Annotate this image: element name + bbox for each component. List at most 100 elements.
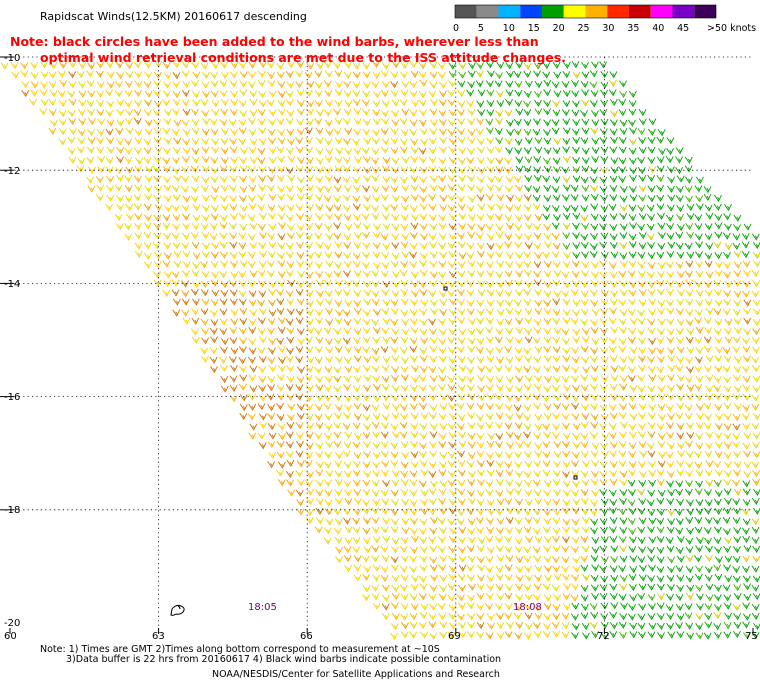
- wind-barb: [724, 471, 731, 477]
- wind-barb: [723, 394, 730, 400]
- wind-barb: [221, 290, 228, 296]
- wind-barb: [286, 270, 293, 276]
- wind-barb: [183, 81, 190, 87]
- wind-barb: [240, 395, 247, 401]
- wind-barb: [296, 441, 303, 447]
- wind-barb: [496, 158, 503, 164]
- wind-barb: [448, 205, 455, 211]
- wind-barb: [705, 451, 712, 457]
- wind-barb: [533, 186, 540, 192]
- wind-barb: [410, 480, 417, 486]
- wind-barb: [487, 441, 494, 447]
- wind-barb: [516, 413, 523, 419]
- wind-barb: [562, 508, 569, 514]
- wind-barb: [448, 471, 455, 477]
- wind-barb: [364, 299, 371, 305]
- wind-barb: [562, 451, 569, 457]
- wind-barb: [182, 156, 189, 162]
- wind-barb: [554, 91, 561, 97]
- wind-barb: [326, 347, 333, 353]
- wind-barb: [135, 90, 142, 96]
- wind-barb: [544, 413, 551, 419]
- wind-barb: [467, 290, 474, 296]
- contamination-note-line2: optimal wind retrieval conditions are me…: [40, 50, 566, 65]
- wind-barb: [601, 291, 608, 297]
- wind-barb: [704, 633, 711, 639]
- wind-barb: [582, 328, 589, 334]
- wind-barb: [382, 118, 389, 124]
- wind-barb: [410, 120, 417, 126]
- wind-barb: [506, 470, 513, 476]
- wind-barb: [478, 461, 485, 467]
- wind-barb: [420, 460, 427, 466]
- wind-barb: [468, 82, 475, 88]
- wind-barb: [458, 90, 465, 96]
- wind-barb: [411, 272, 418, 278]
- wind-barb: [449, 499, 456, 505]
- wind-barb: [506, 261, 513, 267]
- wind-barb: [619, 167, 626, 173]
- wind-barb: [259, 213, 266, 219]
- wind-barb: [687, 252, 694, 258]
- wind-barb: [154, 195, 161, 201]
- wind-barb: [325, 424, 332, 430]
- wind-barb: [231, 319, 238, 325]
- wind-barb: [524, 432, 531, 438]
- wind-barb: [752, 498, 759, 504]
- wind-barb: [383, 157, 390, 163]
- wind-barb: [324, 480, 331, 486]
- wind-barb: [668, 195, 675, 201]
- wind-barb: [316, 110, 323, 116]
- wind-barb: [439, 433, 446, 439]
- wind-barb: [363, 119, 370, 125]
- wind-barb: [440, 575, 447, 581]
- wind-barb: [145, 91, 152, 97]
- wind-barb: [696, 271, 703, 277]
- wind-barb: [362, 262, 369, 268]
- wind-barb: [221, 204, 228, 210]
- wind-barb: [335, 71, 342, 77]
- wind-barb: [676, 594, 683, 600]
- wind-barb: [315, 357, 322, 363]
- wind-barb: [259, 176, 266, 182]
- wind-barb: [724, 386, 731, 392]
- wind-barb: [572, 584, 579, 590]
- wind-barb: [334, 109, 341, 115]
- wind-barb: [553, 489, 560, 495]
- wind-barb: [630, 195, 637, 201]
- wind-barb: [145, 176, 152, 182]
- wind-barb: [753, 319, 760, 325]
- wind-barb: [725, 204, 732, 210]
- wind-barb: [220, 119, 227, 125]
- wind-barb: [373, 327, 380, 333]
- wind-barb: [354, 575, 361, 581]
- wind-barb: [696, 347, 703, 353]
- wind-barb: [420, 537, 427, 543]
- wind-barb: [535, 100, 542, 106]
- wind-barb: [581, 556, 588, 562]
- wind-barb: [448, 281, 455, 287]
- wind-barb: [354, 242, 361, 248]
- wind-barb: [372, 205, 379, 211]
- wind-barb: [353, 395, 360, 401]
- wind-barb: [534, 357, 541, 363]
- wind-barb: [392, 329, 399, 335]
- wind-barb: [657, 576, 664, 582]
- wind-barb: [620, 357, 627, 363]
- wind-barb: [723, 252, 730, 258]
- wind-barb: [668, 519, 675, 525]
- wind-barb: [468, 109, 475, 115]
- wind-barb: [505, 603, 512, 609]
- wind-barb: [420, 329, 427, 335]
- wind-barb: [600, 328, 607, 334]
- wind-barb: [752, 527, 759, 533]
- wind-barb: [733, 424, 740, 430]
- wind-barb: [573, 252, 580, 258]
- wind-barb: [573, 337, 580, 343]
- wind-barb: [582, 517, 589, 523]
- wind-barb: [353, 547, 360, 553]
- wind-barb: [696, 585, 703, 591]
- wind-barb: [685, 377, 692, 383]
- wind-barb: [534, 556, 541, 562]
- wind-barb: [666, 405, 673, 411]
